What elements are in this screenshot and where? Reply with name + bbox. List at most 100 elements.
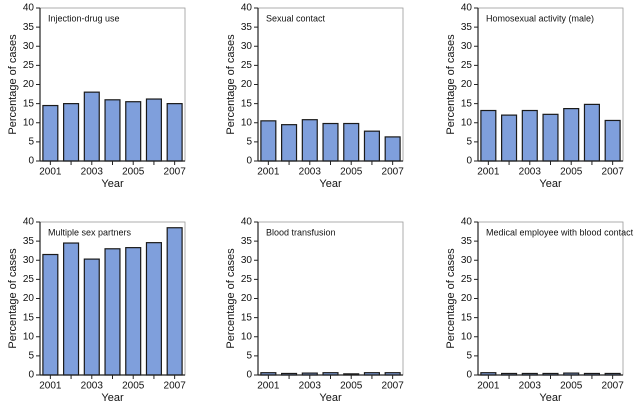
y-axis-label: Percentage of cases [225,248,237,349]
x-tick-label: 2003 [519,381,542,392]
y-tick-label: 15 [241,98,253,109]
bar [480,109,497,162]
bar [104,248,121,376]
y-tick-label: 20 [241,79,253,90]
x-tick-label: 2007 [164,167,187,178]
y-tick-label: 10 [23,331,35,342]
bar [281,124,298,162]
y-tick-label: 25 [461,60,473,71]
y-tick-label: 20 [23,293,35,304]
panel-title: Homosexual activity (male) [486,13,594,23]
y-tick-label: 25 [23,60,35,71]
y-tick-label: 40 [461,3,473,14]
panel-title: Injection-drug use [48,13,120,23]
y-axis-label: Percentage of cases [7,34,19,135]
y-tick-label: 0 [28,156,34,167]
bar [542,113,559,162]
x-axis-label: Year [539,178,562,190]
bar [166,227,183,376]
y-tick-label: 30 [461,41,473,52]
y-tick-label: 15 [461,98,473,109]
bar [260,120,277,162]
y-tick-label: 15 [23,312,35,323]
x-tick-label: 2003 [81,167,104,178]
y-tick-label: 30 [241,255,253,266]
bar [63,103,80,162]
x-tick-label: 2001 [257,381,280,392]
y-tick-label: 10 [241,331,253,342]
bar [384,136,401,162]
x-tick-label: 2001 [477,381,500,392]
bar [83,91,100,162]
plot-frame [257,221,404,376]
x-tick-label: 2005 [122,167,145,178]
y-tick-label: 35 [241,236,253,247]
y-tick-label: 30 [23,41,35,52]
y-tick-label: 15 [23,98,35,109]
plot-frame [477,221,624,376]
y-tick-label: 35 [23,236,35,247]
bar [363,130,380,162]
y-tick-label: 10 [461,331,473,342]
x-axis-label: Year [539,392,562,404]
y-tick-label: 35 [461,236,473,247]
y-tick-label: 5 [246,351,252,362]
bar [145,242,162,376]
x-tick-label: 2007 [164,381,187,392]
y-tick-label: 40 [23,3,35,14]
x-tick-label: 2003 [81,381,104,392]
bar [301,119,318,162]
y-tick-label: 40 [23,217,35,228]
y-axis-label: Percentage of cases [225,34,237,135]
bar [501,114,518,162]
x-tick-label: 2007 [382,381,405,392]
y-tick-label: 0 [466,370,472,381]
x-tick-label: 2003 [299,167,322,178]
bar [42,253,59,376]
panel-title: Medical employee with blood contact [486,227,634,237]
y-axis-label: Percentage of cases [445,34,457,135]
y-tick-label: 20 [23,79,35,90]
y-tick-label: 25 [23,274,35,285]
x-tick-label: 2005 [340,381,363,392]
x-tick-label: 2007 [382,167,405,178]
y-tick-label: 10 [461,117,473,128]
y-tick-label: 15 [241,312,253,323]
panel-title: Sexual contact [266,13,326,23]
y-tick-label: 5 [28,137,34,148]
y-tick-label: 20 [241,293,253,304]
y-tick-label: 40 [461,217,473,228]
x-tick-label: 2001 [39,381,62,392]
y-tick-label: 35 [241,22,253,33]
bar [322,122,339,162]
bar [604,119,621,162]
bar [42,104,59,162]
y-tick-label: 20 [461,293,473,304]
bar [104,99,121,162]
x-tick-label: 2001 [39,167,62,178]
bar [521,109,538,162]
y-tick-label: 10 [23,117,35,128]
y-tick-label: 30 [241,41,253,52]
x-tick-label: 2007 [602,167,625,178]
bar [63,242,80,376]
bar [125,247,142,376]
x-axis-label: Year [101,392,124,404]
y-tick-label: 25 [241,274,253,285]
y-tick-label: 30 [461,255,473,266]
y-tick-label: 35 [23,22,35,33]
y-axis-label: Percentage of cases [7,248,19,349]
y-tick-label: 0 [28,370,34,381]
x-tick-label: 2001 [477,167,500,178]
y-tick-label: 30 [23,255,35,266]
x-tick-label: 2007 [602,381,625,392]
y-tick-label: 40 [241,217,253,228]
bar [83,258,100,376]
x-axis-label: Year [101,178,124,190]
y-tick-label: 20 [461,79,473,90]
bar [563,107,580,162]
bar [583,103,600,162]
y-tick-label: 25 [461,274,473,285]
x-axis-label: Year [319,392,342,404]
